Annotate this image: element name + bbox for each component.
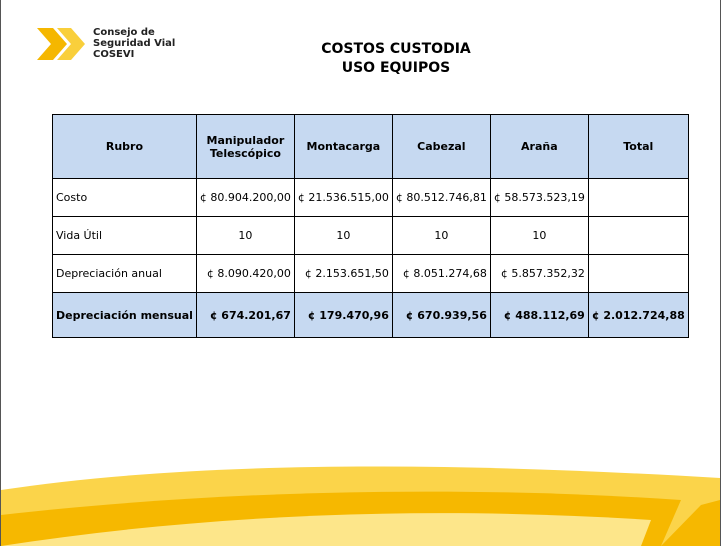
swoosh bbox=[1, 513, 651, 546]
cell: ¢ 58.573.523,19 bbox=[489, 178, 589, 217]
table: Rubro Manipulador Telescópico Montacarga Ca… bbox=[52, 114, 689, 338]
empty-cell bbox=[587, 254, 689, 293]
column-header: Cabezal bbox=[391, 114, 491, 179]
logo-line: COSEVI bbox=[93, 49, 135, 60]
cell: ¢ 8.051.274,68 bbox=[391, 254, 491, 293]
cell: ¢ 21.536.515,00 bbox=[293, 178, 393, 217]
cell: ¢ 80.512.746,81 bbox=[391, 178, 491, 217]
empty-cell bbox=[587, 178, 689, 217]
title-line: USO EQUIPOS bbox=[341, 60, 451, 76]
swoosh bbox=[661, 500, 720, 546]
cell: ¢ 80.904.200,00 bbox=[195, 178, 295, 217]
cell: 10 bbox=[391, 216, 491, 255]
cell: ¢ 674.201,67 bbox=[195, 292, 295, 338]
row-label: Depreciación anual bbox=[52, 254, 197, 293]
row: Depreciación mensual ¢ 674.201,67 ¢ 179.47… bbox=[52, 292, 689, 338]
cell: ¢ 179.470,96 bbox=[293, 292, 393, 338]
cell: ¢ 2.153.651,50 bbox=[293, 254, 393, 293]
title-line: COSTOS CUSTODIA bbox=[321, 41, 471, 57]
logo-chevron bbox=[37, 28, 67, 60]
cell: ¢ 5.857.352,32 bbox=[489, 254, 589, 293]
row: Vida Útil 10 10 10 10 bbox=[52, 216, 689, 255]
row: Costo ¢ 80.904.200,00 ¢ 21.536.515,00 ¢ 80.… bbox=[52, 178, 689, 217]
row: Depreciación anual ¢ 8.090.420,00 ¢ 2.153.… bbox=[52, 254, 689, 293]
cell: 10 bbox=[489, 216, 589, 255]
cell: ¢ 488.112,69 bbox=[489, 292, 589, 338]
logo-text: Consejo de Seguridad Vial COSEVI bbox=[93, 27, 175, 60]
logo-line: Seguridad Vial bbox=[93, 38, 176, 49]
cell: ¢ 8.090.420,00 bbox=[195, 254, 295, 293]
logo-chevron bbox=[57, 28, 85, 60]
empty-cell bbox=[587, 216, 689, 255]
cell: 10 bbox=[293, 216, 393, 255]
header-row: Rubro Manipulador Telescópico Montacarga Ca… bbox=[52, 114, 689, 179]
cell: 10 bbox=[195, 216, 295, 255]
column-header: Montacarga bbox=[293, 114, 393, 179]
row-label: Depreciación mensual bbox=[52, 292, 197, 338]
column-header: Total bbox=[587, 114, 689, 179]
column-header: Rubro bbox=[52, 114, 197, 179]
logo-line: Consejo de bbox=[93, 27, 155, 38]
row-label: Costo bbox=[52, 178, 197, 217]
column-header: Manipulador Telescópico bbox=[195, 114, 295, 179]
total-cell: ¢ 2.012.724,88 bbox=[587, 292, 689, 338]
column-header: Araña bbox=[489, 114, 589, 179]
row-label: Vida Útil bbox=[52, 216, 197, 255]
title: COSTOS CUSTODIA USO EQUIPOS bbox=[291, 40, 501, 78]
cell: ¢ 670.939,56 bbox=[391, 292, 491, 338]
